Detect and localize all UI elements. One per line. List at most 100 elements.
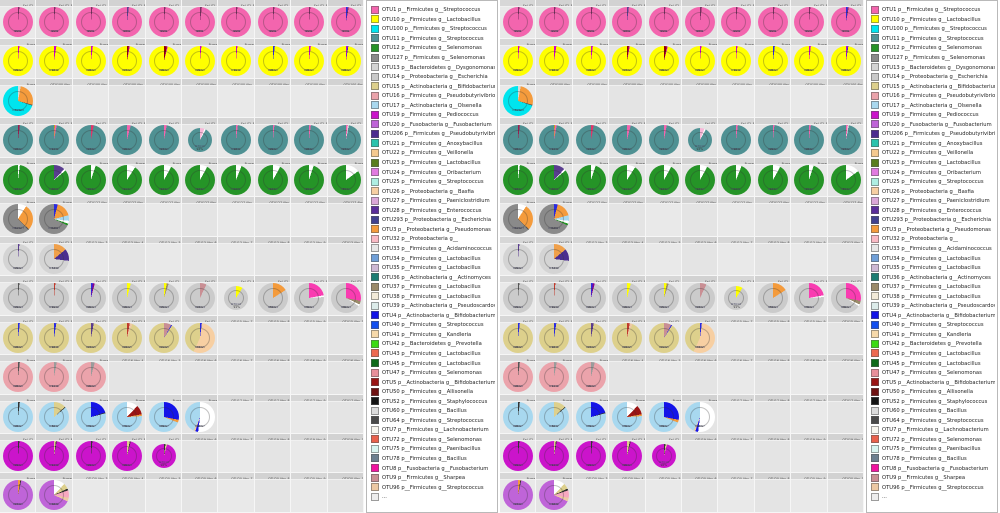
pie-otu-caption-text: OTU13 (549, 266, 560, 270)
legend-label: OTU17 p__Actinobacteria g__Olsenella (882, 102, 982, 109)
sample-cell: Sal_S2_Ba_PW1_P1_0_d99%OTU1 (0, 0, 37, 40)
pie-center-value: 79% (76, 413, 106, 432)
pie-chart-otu10: 98% OTU10 (294, 46, 325, 77)
otu-row-otu11: Sal_S2_Ba_PW2_P1_0_d98%OTU11Sal_S2_Ba_PW… (500, 118, 864, 158)
legend-color-swatch (871, 330, 879, 339)
pie-chart-otu14: 66% OTU14 (830, 283, 861, 314)
otu-row-otu13: Sal_S2_Ba_PW3_P1_0_d99%OTU13Sal_S2_Ba_PW… (0, 236, 364, 277)
pie-otu-caption: OTU17 (539, 413, 569, 432)
pie-otu-caption-text: OTU17 (12, 423, 23, 428)
pie-otu-caption-text: OTU11 (512, 147, 523, 152)
sample-label: Sal_S2_Ba_PW1_P1_1_d (536, 0, 572, 7)
pie-otu-caption-text: OTU1 (232, 29, 241, 33)
sample-cell: OTU19 Abu_10 (327, 433, 364, 474)
pie-center-value: 99% (503, 294, 533, 313)
pie-center-value-text: 76% (623, 423, 631, 428)
pie-chart-otu11: 98% OTU11 (294, 125, 325, 156)
sample-label: Rumen_S2_Ba_PW6_P0_2_d (72, 394, 109, 402)
pie-otu-caption-text: OTU1 (159, 29, 168, 33)
sample-label: Sal_S2_Ba_PW1_P1_7_d (254, 0, 291, 7)
pie-center-value-text: 97% (587, 344, 595, 349)
pie-inner-ring (44, 169, 65, 190)
sample-label: Rumen_S2_Ba_PW6_P0_1_d (36, 394, 72, 402)
legend-item: OTU35 p__Firmicutes g__Lactobacillus (369, 263, 495, 273)
legend-color-swatch (371, 120, 379, 129)
sample-label: Rumen_S2_Ba_PW1_P0_0_d (500, 78, 536, 86)
sample-cell: OTU19 Abu_6 (681, 433, 719, 474)
legend-color-swatch (371, 320, 379, 329)
pie-otu-caption-text: OTU14 (840, 305, 851, 309)
pie-chart-otu13: 99% OTU13 (3, 243, 33, 274)
pie-chart-otu16: 96% OTU16 (575, 362, 606, 393)
sample-label-text: Rumen_S2_Ba_PW5_P0_1_d (562, 359, 572, 363)
pie-center-value: 98% (3, 334, 33, 353)
pie-center-value-text: 96% (623, 305, 631, 309)
pie-otu-caption: OTU10 (539, 57, 569, 76)
legend-color-swatch (371, 63, 379, 72)
pie-otu-caption: OTU10 (331, 57, 361, 76)
legend-label: OTU8 p__Fusobacteria g__Fusobacterium (882, 465, 989, 471)
sample-label-text: OTU20 Abu_7 (731, 477, 753, 481)
sample-label: OTU15 Abu_9 (291, 315, 327, 323)
pie-otu-caption: OTU14 (758, 294, 788, 313)
pie-inner-ring (508, 248, 528, 269)
pie-otu-caption: OTU1 (794, 18, 824, 37)
legend-label: OTU10 p__Firmicutes g__Lactobacillus (882, 16, 981, 23)
legend-item: OTU293 p__Proteobacteria g__Escherichia (369, 215, 495, 225)
pie-center-value-text: 96% (623, 463, 631, 467)
sample-cell: OTU13 Abu_3 (72, 236, 110, 277)
legend-color-swatch (371, 311, 379, 320)
pie-otu-caption-text: OTU12 (267, 187, 278, 191)
sample-cell: Rumen_S2_Ba_PW2_P0_5_d92%OTU12 (681, 157, 719, 198)
sample-label-text: Sal_S2_Ba_PW2_P1_5_d (704, 122, 718, 126)
pie-inner-ring (580, 367, 601, 388)
pie-center-value-text: 94% (233, 187, 240, 191)
pie-otu-caption-text: OTU14 (122, 305, 133, 309)
pie-center-value: 97% (576, 334, 606, 353)
sample-cell: OTU127 Abu_8 (754, 197, 792, 237)
sample-cell: OTU13 Abu_4 (609, 236, 646, 277)
pie-otu-caption: OTU11 (688, 133, 712, 152)
legend-color-swatch (871, 311, 879, 320)
pie-otu-caption: OTU12 (149, 176, 179, 195)
otu-row-otu10: Rumen_S2_Ba_PW1_P0_0_d99%OTU10Rumen_S2_B… (0, 39, 364, 79)
pie-otu-caption: OTU10 (576, 57, 606, 76)
legend-color-swatch (871, 454, 879, 463)
sample-label-text: Sal_S2_Ba_PW6_P1_2_d (595, 438, 609, 441)
sample-label: OTU127 Abu_4 (609, 197, 645, 205)
legend-label: OTU78 p__Firmicutes g__Bacillus (382, 455, 467, 462)
sample-label: Sal_S2_Ba_PW5_P1_2_d (72, 315, 109, 323)
pie-otu-caption-text: OTU14 (731, 302, 742, 306)
legend-color-swatch (371, 464, 379, 473)
legend-panel-left: OTU1 p__Firmicutes g__Streptococcus OTU10… (366, 0, 498, 513)
pie-chart-otu12: 86% OTU12 (539, 164, 570, 195)
pie-otu-caption: OTU10 (794, 57, 824, 76)
sample-label-text: OTU13 Abu_9 (304, 240, 326, 244)
sample-cell: Sal_S2_Ba_PW1_P1_6_d99%OTU1 (718, 0, 755, 40)
sample-label-text: Sal_S2_Ba_PW1_P1_3_d (631, 4, 645, 7)
sample-cell: Sal_S2_Ba_PW3_P1_1_d73%OTU13 (536, 236, 573, 277)
sample-label-text: OTU100 Abu_7 (232, 83, 254, 86)
pie-chart-otu16: 98% OTU16 (3, 362, 33, 393)
sample-label-text: Sal_S2_Ba_PW1_P1_5_d (204, 4, 218, 7)
pie-otu-caption: OTU14 (539, 294, 569, 313)
otu-row-otu19: Sal_S2_Ba_PW6_P1_0_d99%OTU19Sal_S2_Ba_PW… (0, 433, 364, 474)
sample-label-text: Sal_S2_Ba_PW1_P1_6_d (241, 4, 254, 7)
pie-center-value: 92% (258, 176, 288, 195)
pie-chart-otu10: 99% OTU10 (3, 46, 33, 77)
pie-chart-otu14: 76% OTU14 (794, 283, 825, 314)
pie-otu-caption: OTU15 (612, 334, 642, 353)
sample-label-text: OTU20 Abu_6 (195, 477, 217, 481)
sample-label: Sal_S2_Ba_PW1_P1_4_d (645, 0, 681, 7)
pie-chart-otu12: 92% OTU12 (757, 164, 788, 195)
pie-inner-ring (653, 12, 674, 32)
sample-cell: Rumen_S2_Ba_PW1_P0_7_d98%OTU10 (254, 39, 292, 79)
sample-cell: OTU20 Abu_6 (181, 473, 219, 513)
sample-label: OTU13 Abu_5 (145, 236, 181, 244)
sample-label: Rumen_S2_Ba_PW7_P0_1_d (536, 473, 572, 481)
sample-label-text: Sal_S2_Ba_PW4_P1_6_d (741, 280, 754, 284)
pie-center-value: 99% (539, 294, 569, 313)
pie-otu-caption: OTU100 (503, 97, 533, 116)
sample-label: Sal_S2_Ba_PW5_P1_4_d (645, 315, 681, 323)
sample-label-text: Sal_S2_Ba_PW4_P1_5_d (204, 280, 218, 284)
